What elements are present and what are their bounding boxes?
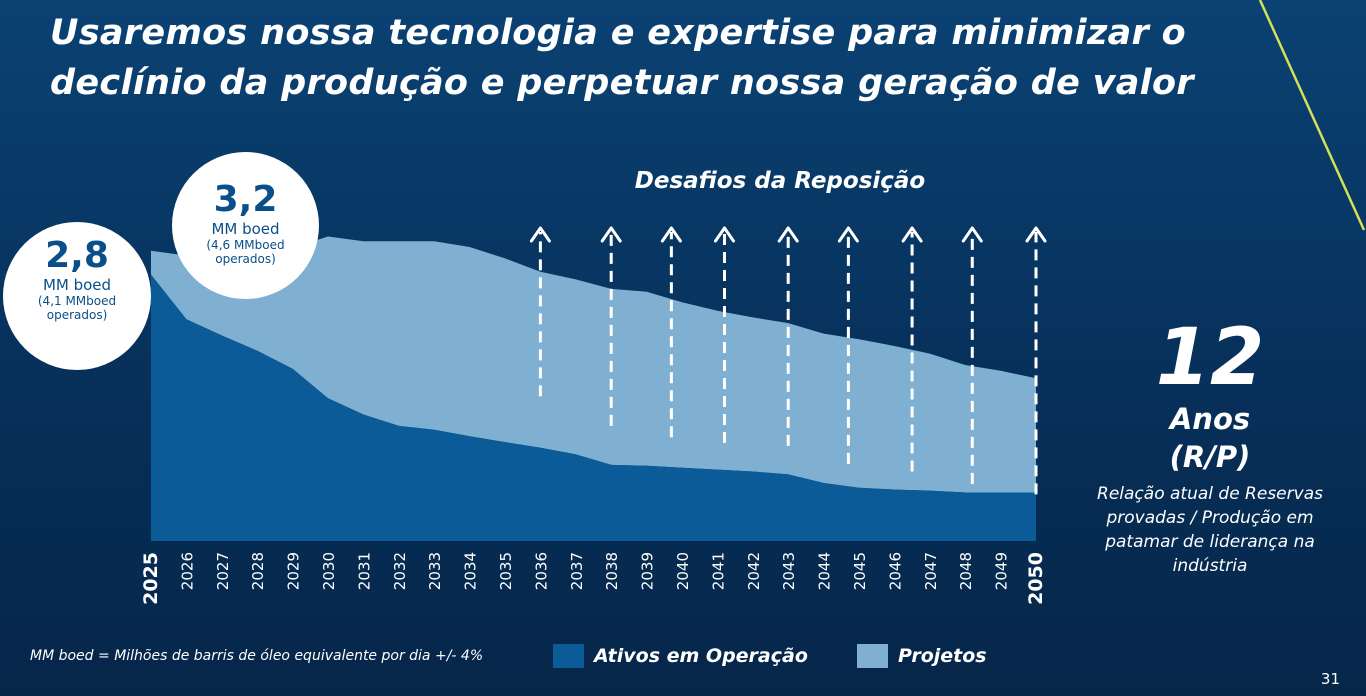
x-tick-label: 2050 <box>1025 552 1047 605</box>
x-tick-label: 2049 <box>993 552 1011 590</box>
arrow-head <box>777 226 799 243</box>
arrow-head <box>961 226 983 243</box>
bubble-2030-note: (4,6 MMboed operados) <box>206 238 285 266</box>
x-tick-label: 2026 <box>178 552 196 590</box>
x-tick-label: 2037 <box>568 552 586 590</box>
replacement-arrow <box>901 226 923 472</box>
x-tick-label: 2039 <box>639 552 657 590</box>
arrow-head <box>529 226 551 243</box>
bubble-2030-production: 3,2 MM boed (4,6 MMboed operados) <box>172 152 319 299</box>
legend-ativos-em-operacao: Ativos em Operação <box>553 644 808 668</box>
arrow-head <box>1025 226 1047 243</box>
x-tick-label: 2045 <box>851 552 869 590</box>
replacement-arrow <box>660 226 682 438</box>
legend-ativos-label: Ativos em Operação <box>594 645 808 667</box>
chart-title: Desafios da Reposição <box>634 168 926 194</box>
x-tick-label: 2034 <box>462 552 480 590</box>
x-tick-label: 2031 <box>355 552 373 590</box>
page-title-line-1: Usaremos nossa tecnologia e expertise pa… <box>50 13 1186 53</box>
bubble-2025-note: (4,1 MMboed operados) <box>37 294 117 322</box>
page-title-line-2: declínio da produção e perpetuar nossa g… <box>50 63 1194 103</box>
rp-value: 12 <box>1155 313 1265 403</box>
x-tick-label: 2025 <box>140 552 162 605</box>
bubble-2030-unit: MM boed <box>211 220 280 238</box>
x-tick-label: 2030 <box>320 552 338 590</box>
arrow-head <box>600 226 622 243</box>
bubble-2025-production: 2,8 MM boed (4,1 MMboed operados) <box>3 222 151 370</box>
x-tick-label: 2047 <box>922 552 940 590</box>
replacement-arrow <box>837 226 859 464</box>
x-tick-label: 2035 <box>497 552 515 590</box>
x-tick-label: 2038 <box>603 552 621 590</box>
x-tick-label: 2028 <box>249 552 267 590</box>
arrow-head <box>901 226 923 243</box>
replacement-arrow <box>529 226 551 397</box>
rp-description: Relação atual de Reservas provadas / Pro… <box>1097 484 1323 576</box>
legend-ativos-swatch <box>553 644 584 668</box>
bubble-2030-value: 3,2 <box>213 179 278 220</box>
area-projetos <box>151 236 1036 493</box>
legend-projetos-swatch <box>857 644 888 668</box>
x-tick-label: 2040 <box>674 552 692 590</box>
bubble-2025-value: 2,8 <box>45 235 109 276</box>
legend-projetos: Projetos <box>857 644 987 668</box>
x-tick-label: 2033 <box>426 552 444 590</box>
x-tick-label: 2044 <box>816 552 834 590</box>
rp-unit-years: Anos <box>1169 402 1251 436</box>
bubble-2025-unit: MM boed <box>42 276 112 294</box>
x-tick-label: 2029 <box>285 552 303 590</box>
x-tick-label: 2048 <box>957 552 975 590</box>
page-number: 31 <box>1320 670 1340 688</box>
x-tick-label: 2043 <box>780 552 798 590</box>
footnote: MM boed = Milhões de barris de óleo equi… <box>30 648 484 664</box>
x-tick-label: 2046 <box>886 552 904 590</box>
x-tick-label: 2036 <box>532 552 550 590</box>
reserves-production-ratio: 12 Anos (R/P) Relação atual de Reservas … <box>1080 316 1340 578</box>
replacement-arrow <box>713 226 735 444</box>
arrow-head <box>837 226 859 243</box>
legend-projetos-label: Projetos <box>898 645 987 667</box>
x-tick-label: 2041 <box>709 552 727 590</box>
replacement-arrow <box>961 226 983 484</box>
replacement-arrow <box>600 226 622 426</box>
arrow-head <box>713 226 735 243</box>
rp-unit-ratio: (R/P) <box>1169 440 1251 474</box>
area-ativos-em-operacao <box>151 274 1036 541</box>
accent-stripe <box>1258 0 1366 231</box>
replacement-arrow <box>777 226 799 446</box>
page-title: Usaremos nossa tecnologia e expertise pa… <box>50 8 1250 108</box>
replacement-arrow <box>1025 226 1047 495</box>
x-tick-label: 2032 <box>391 552 409 590</box>
x-tick-label: 2027 <box>214 552 232 590</box>
arrow-head <box>660 226 682 243</box>
x-tick-label: 2042 <box>745 552 763 590</box>
